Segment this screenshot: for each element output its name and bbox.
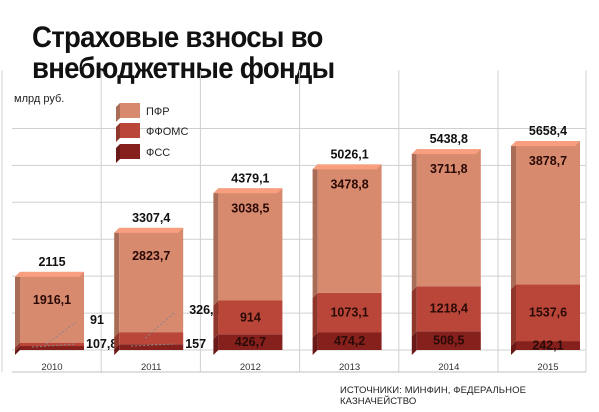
bar-side-fss (15, 346, 20, 355)
bar-top-cap (411, 149, 481, 155)
bar-top-cap (312, 164, 382, 170)
bar-top-cap (15, 271, 84, 277)
x-tick-label-2013: 2013 (339, 362, 360, 373)
legend-swatch-fss (120, 144, 140, 159)
bar-side-pfr (15, 271, 20, 348)
data-label-pfr: 2823,7 (132, 249, 170, 263)
callout-line-fss (131, 343, 176, 347)
bar-side-fss (114, 344, 120, 355)
data-label-ffoms: 1537,6 (529, 306, 567, 320)
bar-side-pfr (411, 149, 417, 292)
bar-pfr-2013 (317, 164, 382, 293)
chart-title: Страховые взносы во внебюджетные фонды (32, 21, 335, 85)
legend-swatch-side-ffoms (116, 123, 120, 142)
bar-side-pfr (213, 188, 219, 306)
total-label: 5658,4 (529, 124, 567, 138)
bar-side-pfr (312, 164, 318, 298)
bar-side-fss (213, 334, 219, 355)
data-label-ffoms: 914 (240, 310, 261, 324)
bar-side-ffoms (15, 342, 20, 352)
callout-line-fss (31, 343, 77, 348)
data-label-pfr: 1916,1 (33, 293, 71, 307)
bar-fss-2012 (218, 334, 283, 350)
bar-fss-2014 (416, 331, 481, 350)
total-label: 2115 (38, 255, 65, 269)
bar-side-ffoms (213, 300, 219, 340)
data-label-fss: 242,1 (532, 339, 563, 353)
bar-side-ffoms (312, 292, 318, 338)
bar-ffoms-2012 (218, 300, 283, 335)
bar-fss-2015 (516, 341, 580, 350)
bar-pfr-2012 (218, 188, 283, 301)
bar-side-ffoms (511, 284, 516, 347)
bar-side-ffoms (411, 286, 417, 337)
x-tick-label-2014: 2014 (438, 362, 459, 373)
x-tick-label-2010: 2010 (41, 362, 62, 373)
total-label: 5026,1 (330, 147, 368, 161)
bar-side-pfr (114, 227, 120, 338)
bar-pfr-2011 (119, 227, 184, 333)
data-label-fss: 107,8 (86, 337, 117, 351)
legend-swatch-side-fss (116, 144, 120, 163)
bar-side-ffoms (114, 332, 120, 350)
data-label-fss: 157 (185, 337, 206, 351)
bar-fss-2011 (119, 344, 184, 350)
bar-side-fss (312, 332, 318, 355)
legend-swatch-pfr (120, 103, 140, 118)
data-label-fss: 508,5 (433, 334, 464, 348)
data-label-ffoms: 91 (90, 313, 104, 327)
legend-swatch-side-pfr (116, 103, 120, 122)
bar-side-fss (411, 331, 417, 355)
data-label-ffoms: 326,6 (189, 303, 220, 317)
bar-ffoms-2013 (317, 292, 382, 333)
data-label-pfr: 3038,5 (231, 201, 269, 215)
data-label-fss: 474,2 (334, 334, 365, 348)
total-label: 5438,8 (430, 132, 468, 146)
bar-fss-2013 (317, 332, 382, 350)
bar-ffoms-2011 (119, 332, 184, 345)
bar-pfr-2015 (516, 141, 580, 285)
x-tick-label-2012: 2012 (240, 362, 261, 373)
data-label-pfr: 3878,7 (529, 154, 567, 168)
bar-side-pfr (511, 141, 516, 290)
total-label: 3307,4 (132, 211, 170, 225)
unit-label: млрд руб. (14, 93, 65, 105)
bar-pfr-2014 (416, 149, 481, 287)
bar-fss-2010 (20, 346, 84, 350)
data-label-ffoms: 1218,4 (430, 302, 468, 316)
bar-ffoms-2015 (516, 284, 580, 342)
legend-label-ffoms: ФФОМС (146, 126, 188, 138)
bar-side-fss (511, 341, 516, 355)
data-label-pfr: 3711,8 (430, 162, 468, 176)
x-tick-label-2011: 2011 (141, 362, 161, 373)
source-note: ИСТОЧНИКИ: МИНФИН, ФЕДЕРАЛЬНОЕ КАЗНАЧЕЙС… (340, 385, 527, 407)
bar-top-cap (213, 188, 283, 194)
data-label-fss: 426,7 (235, 335, 266, 349)
total-label: 4379,1 (231, 171, 269, 185)
legend-label-fss: ФСС (146, 147, 170, 159)
bar-ffoms-2010 (20, 342, 84, 347)
callout-line-ffoms (144, 311, 176, 339)
x-tick-label-2015: 2015 (537, 362, 558, 373)
legend-label-pfr: ПФР (146, 106, 170, 118)
data-label-ffoms: 1073,1 (330, 306, 368, 320)
bar-top-cap (114, 227, 184, 233)
data-label-pfr: 3478,8 (330, 177, 368, 191)
bar-pfr-2010 (20, 271, 84, 343)
legend-swatch-ffoms (120, 123, 140, 138)
bar-ffoms-2014 (416, 286, 481, 332)
bar-top-cap (511, 141, 580, 147)
